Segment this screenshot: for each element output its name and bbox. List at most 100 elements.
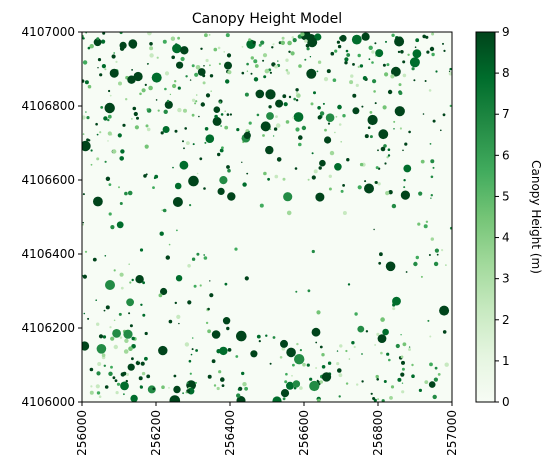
tree-crown — [286, 210, 292, 216]
tree-crown — [217, 46, 221, 50]
tree-crown — [378, 129, 389, 140]
tree-crown — [423, 224, 428, 229]
tree-crown — [337, 104, 342, 110]
tree-crown — [119, 156, 124, 161]
tree-crown — [311, 249, 315, 254]
tree-crown — [85, 111, 87, 113]
tree-crown — [92, 257, 97, 262]
tree-crown — [213, 384, 217, 387]
tree-crown — [176, 229, 178, 232]
tree-crown — [291, 36, 295, 39]
tree-crown — [411, 374, 415, 379]
tree-crown — [336, 362, 340, 366]
colorbar-tick-label: 4 — [502, 231, 510, 245]
tree-crown — [116, 221, 124, 229]
tree-crown — [254, 64, 259, 68]
tree-crown — [160, 287, 168, 296]
tree-crown — [301, 125, 307, 131]
tree-crown — [404, 142, 408, 146]
tree-crown — [430, 194, 433, 197]
tree-crown — [99, 131, 102, 134]
tree-crown — [183, 108, 187, 113]
tree-crown — [86, 138, 90, 142]
colorbar — [475, 31, 496, 403]
tree-crown — [102, 335, 107, 339]
tree-crown — [108, 371, 113, 376]
tree-crown — [349, 80, 354, 85]
tree-crown — [272, 135, 275, 137]
tree-crown — [274, 174, 279, 179]
tree-crown — [123, 349, 129, 354]
tree-crown — [194, 72, 199, 77]
tree-crown — [213, 106, 221, 113]
y-tick-label: 4106400 — [22, 247, 75, 261]
tree-crown — [420, 275, 423, 278]
tree-crown — [131, 69, 134, 71]
tree-crown — [342, 114, 346, 118]
tree-crown — [292, 38, 297, 43]
tree-crown — [300, 32, 305, 37]
tree-crown — [124, 338, 129, 343]
tree-crown — [328, 174, 332, 178]
tree-crown — [357, 53, 361, 58]
tree-crown — [399, 127, 402, 130]
tree-crown — [267, 177, 270, 181]
tree-crown — [177, 86, 181, 90]
tree-crown — [324, 136, 332, 144]
tree-crown — [302, 362, 306, 367]
tree-crown — [432, 119, 436, 123]
tree-crown — [170, 36, 176, 41]
tree-crown — [394, 106, 405, 117]
tree-crown — [99, 73, 103, 77]
tree-crown — [311, 175, 316, 180]
tree-crown — [100, 106, 104, 109]
tree-crown — [269, 128, 272, 130]
tree-crown — [339, 34, 347, 42]
tree-crown — [306, 47, 310, 51]
tree-crown — [200, 47, 203, 50]
tree-crown — [221, 146, 224, 150]
chart-title: Canopy Height Model — [192, 11, 342, 27]
tree-crown — [227, 168, 231, 173]
tree-crown — [133, 71, 143, 82]
tree-crown — [330, 51, 335, 56]
tree-crown — [274, 64, 278, 69]
x-tick-label: 256000 — [75, 410, 89, 456]
tree-crown — [382, 105, 387, 110]
tree-crown — [378, 261, 382, 265]
tree-crown — [387, 89, 393, 95]
tree-crown — [244, 92, 249, 97]
tree-crown — [241, 161, 243, 163]
tree-crown — [173, 385, 181, 394]
tree-crown — [374, 181, 378, 184]
tree-crown — [154, 174, 159, 179]
tree-crown — [352, 93, 357, 98]
tree-crown — [430, 197, 432, 199]
tree-crown — [325, 113, 335, 122]
tree-crown — [89, 367, 94, 372]
tree-crown — [380, 146, 386, 152]
tree-crown — [111, 54, 116, 59]
tree-crown — [113, 269, 116, 272]
tree-crown — [112, 376, 116, 380]
tree-crown — [82, 341, 90, 351]
tree-crown — [108, 183, 112, 187]
tree-crown — [411, 67, 415, 71]
tree-crown — [204, 141, 207, 144]
tree-crown — [291, 374, 293, 377]
tree-crown — [216, 386, 220, 391]
tree-crown — [186, 382, 189, 384]
tree-crown — [321, 353, 325, 357]
tree-crown — [266, 147, 269, 151]
tree-crown — [84, 250, 88, 253]
tree-crown — [191, 98, 196, 103]
tree-crown — [375, 374, 379, 379]
tree-crown — [82, 37, 85, 40]
tree-crown — [370, 392, 373, 395]
tree-crown — [402, 60, 406, 64]
tree-crown — [120, 149, 125, 154]
tree-crown — [435, 70, 438, 73]
tree-crown — [158, 293, 163, 298]
tree-crown — [442, 113, 446, 117]
tree-crown — [127, 363, 135, 371]
